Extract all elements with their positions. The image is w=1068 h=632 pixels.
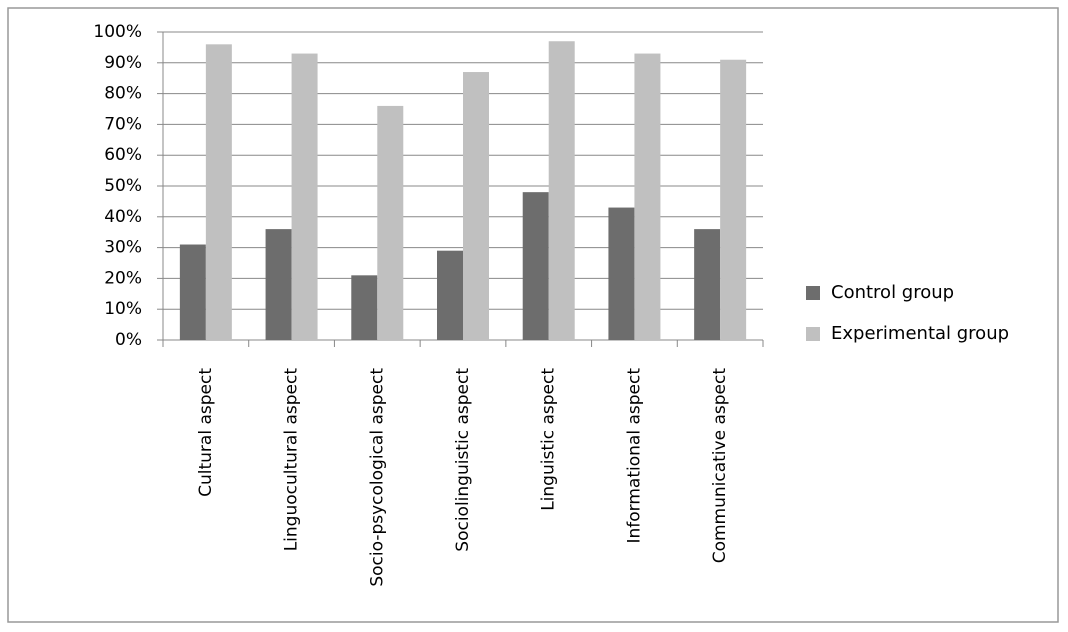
y-tick-label: 20% — [104, 268, 142, 288]
y-tick-label: 0% — [115, 330, 142, 350]
y-tick-label: 50% — [104, 176, 142, 196]
bar — [351, 275, 378, 340]
x-tick-label: Cultural aspect — [196, 368, 216, 497]
legend-swatch — [806, 286, 820, 300]
bar — [179, 244, 206, 340]
legend-swatch — [806, 327, 820, 341]
y-tick-label: 70% — [104, 114, 142, 134]
x-tick-label: Socio-psycological aspect — [367, 368, 387, 587]
y-tick-label: 40% — [104, 207, 142, 227]
y-tick-label: 80% — [104, 84, 142, 104]
x-tick-label: Communicative aspect — [710, 368, 730, 564]
bar — [463, 72, 489, 340]
bar — [720, 59, 747, 340]
x-tick-label: Linguocultural aspect — [282, 368, 302, 552]
x-tick-label: Informational aspect — [624, 368, 644, 544]
bar — [437, 250, 463, 340]
x-tick-label: Linguistic aspect — [539, 368, 559, 511]
bar — [522, 192, 549, 340]
y-tick-label: 60% — [104, 145, 142, 165]
y-tick-label: 10% — [104, 299, 142, 319]
y-tick-label: 100% — [93, 22, 142, 42]
bar — [634, 53, 661, 341]
legend-label: Control group — [831, 282, 954, 303]
bar — [694, 229, 721, 340]
bar — [548, 41, 575, 341]
legend-label: Experimental group — [831, 323, 1009, 344]
x-tick-label: Sociolinguistic aspect — [453, 368, 473, 552]
bar — [377, 105, 404, 340]
bar — [608, 207, 635, 340]
bar — [265, 229, 292, 340]
bar — [205, 44, 232, 340]
y-tick-label: 90% — [104, 53, 142, 73]
y-tick-label: 30% — [104, 238, 142, 258]
bar — [291, 53, 318, 341]
